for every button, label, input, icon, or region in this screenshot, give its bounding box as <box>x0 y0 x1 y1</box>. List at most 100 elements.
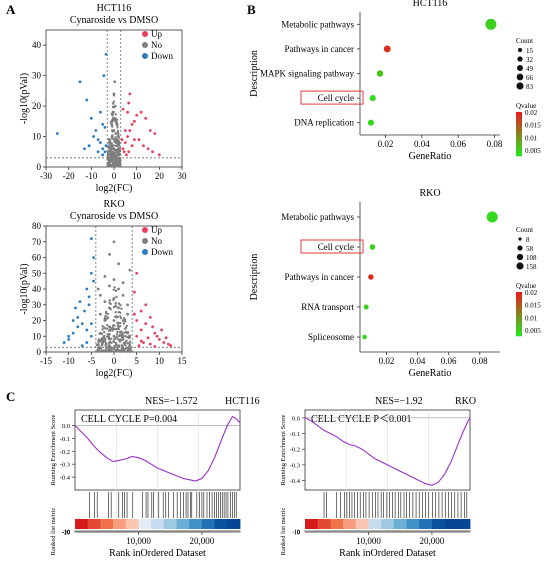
data-point-no <box>108 326 112 329</box>
data-point-no <box>107 146 111 149</box>
legend-marker-down <box>142 53 148 59</box>
data-point-no <box>108 340 112 343</box>
data-point-no <box>116 129 120 133</box>
data-point-no <box>118 330 122 334</box>
data-point-up <box>130 144 134 148</box>
es-axis-label: Running Enrichment Score <box>50 415 57 486</box>
data-point-up <box>127 101 131 105</box>
x-tick-label: 0.02 <box>378 139 394 149</box>
data-point-no <box>117 142 121 145</box>
data-point-no <box>116 348 120 351</box>
qvalue-colorbar-segment <box>516 142 522 145</box>
data-point-no <box>114 341 118 345</box>
qvalue-colorbar-segment <box>516 124 522 127</box>
data-point-no <box>117 133 120 136</box>
heatmap-segment <box>355 519 369 529</box>
chart-title: RKO <box>419 188 440 199</box>
cell-line-label: RKO <box>455 396 476 407</box>
qvalue-colorbar-segment <box>516 296 522 299</box>
chart-title: RKO <box>103 199 124 210</box>
data-point-no <box>115 327 119 331</box>
panel-label-a: A <box>6 2 16 17</box>
metric-tick-label: 0 <box>67 530 70 536</box>
gene-set-label: CELL CYCLE P＜0.001 <box>311 414 411 425</box>
data-point-up <box>139 328 143 332</box>
heatmap-segment <box>75 519 89 529</box>
data-point-no <box>108 164 112 168</box>
x-tick-label: -15 <box>40 356 52 366</box>
data-point-up <box>125 153 128 157</box>
x-tick-label: 0.08 <box>472 356 488 366</box>
cell-line-label: HCT116 <box>225 396 260 407</box>
heatmap-segment <box>176 519 190 529</box>
data-point-no <box>121 319 125 322</box>
qvalue-legend-label: 0.02 <box>525 109 538 117</box>
data-point-up <box>148 129 152 132</box>
y-tick-label: 40 <box>32 284 42 294</box>
data-point-down <box>87 295 91 299</box>
data-point-no <box>97 348 100 351</box>
data-point-no <box>113 337 117 340</box>
x-axis-label: GeneRatio <box>409 151 452 162</box>
x-tick-label: 20 <box>155 171 165 181</box>
chart-subtitle: Cynaroside vs DMSO <box>70 211 158 222</box>
heatmap-segment <box>330 519 344 529</box>
data-point-no <box>115 343 118 347</box>
qvalue-colorbar-segment <box>516 320 522 323</box>
qvalue-colorbar-segment <box>516 332 522 335</box>
data-point-down <box>76 325 80 329</box>
data-point-no <box>114 327 117 331</box>
data-point-down <box>89 271 93 275</box>
data-point-up <box>139 339 143 343</box>
data-point-up <box>164 336 168 340</box>
y-tick-label: 70 <box>32 237 42 247</box>
qvalue-colorbar-segment <box>516 302 522 305</box>
qvalue-colorbar-segment <box>516 114 522 117</box>
data-dot <box>376 70 384 77</box>
data-point-no <box>114 149 118 152</box>
data-point-no <box>125 324 128 328</box>
data-point-no <box>116 138 119 142</box>
data-point-no <box>111 102 115 105</box>
data-point-up <box>127 150 131 154</box>
data-point-no <box>112 347 116 351</box>
x-axis-label: log2(FC) <box>96 368 133 379</box>
enrichment-score-line <box>74 415 241 482</box>
qvalue-colorbar-segment <box>516 298 522 301</box>
x-tick-label: 20,000 <box>190 536 215 546</box>
legend-label-down: Down <box>151 247 173 257</box>
data-point-down <box>87 144 91 148</box>
qvalue-colorbar-segment <box>516 118 522 121</box>
data-point-no <box>120 307 123 310</box>
qvalue-colorbar-segment <box>516 306 522 309</box>
data-point-no <box>103 318 106 322</box>
data-dot <box>368 274 374 280</box>
data-point-no <box>117 136 120 140</box>
data-point-up <box>133 119 136 123</box>
data-point-up <box>155 334 159 338</box>
data-dot <box>486 211 498 223</box>
qvalue-colorbar-segment <box>516 152 522 155</box>
data-point-no <box>116 315 119 319</box>
metric-axis-label: Ranked list metric <box>280 508 287 556</box>
data-point-no <box>115 333 119 336</box>
data-point-no <box>114 117 117 120</box>
data-point-up <box>137 344 141 348</box>
data-point-no <box>123 327 127 330</box>
data-point-no <box>107 138 111 141</box>
count-legend-dot <box>518 237 522 241</box>
data-point-no <box>116 350 119 353</box>
data-point-up <box>130 122 134 126</box>
heatmap-segment <box>305 519 319 529</box>
data-point-no <box>109 150 113 153</box>
data-point-up <box>128 129 132 132</box>
data-point-no <box>114 301 117 305</box>
data-point-no <box>111 134 114 137</box>
data-point-no <box>98 332 101 336</box>
panel-label-b: B <box>247 2 256 17</box>
data-point-up <box>146 147 150 151</box>
count-legend-dot <box>517 65 523 71</box>
kegg-dotplot-hct116: HCT116 Metabolic pathways Pathways in canc… <box>249 0 541 162</box>
data-point-up <box>153 331 157 335</box>
y-axis-label: Description <box>249 254 260 301</box>
